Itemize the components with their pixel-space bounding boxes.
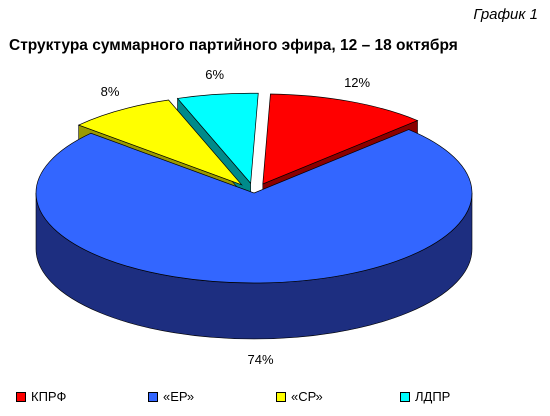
legend: КПРФ «ЕР» «СР» ЛДПР xyxy=(16,389,541,407)
legend-swatch xyxy=(16,391,26,402)
pie-slice-ер xyxy=(35,129,473,284)
pie-label-лдпр: 6% xyxy=(205,67,224,82)
pie-slice-ср xyxy=(77,99,243,186)
legend-swatch xyxy=(400,391,410,402)
pie-label-ер: 74% xyxy=(248,352,274,367)
pie-label-кпрф: 12% xyxy=(344,75,370,90)
pie-slice-кпрф xyxy=(262,93,419,185)
legend-item-ер: «ЕР» xyxy=(148,389,194,404)
pie-label-ср: 8% xyxy=(101,84,120,99)
legend-label: «СР» xyxy=(291,389,323,404)
legend-item-лдпр: ЛДПР xyxy=(400,389,450,404)
chart-title: Структура суммарного партийного эфира, 1… xyxy=(9,37,458,54)
legend-label: «ЕР» xyxy=(163,389,195,404)
legend-item-кпрф: КПРФ xyxy=(16,389,66,404)
figure-caption: График 1 xyxy=(473,6,538,23)
legend-label: КПРФ xyxy=(31,389,67,404)
legend-item-ср: «СР» xyxy=(276,389,323,404)
legend-label: ЛДПР xyxy=(415,389,451,404)
legend-swatch xyxy=(148,391,158,402)
pie-slice-лдпр xyxy=(176,92,259,185)
legend-swatch xyxy=(276,391,286,402)
